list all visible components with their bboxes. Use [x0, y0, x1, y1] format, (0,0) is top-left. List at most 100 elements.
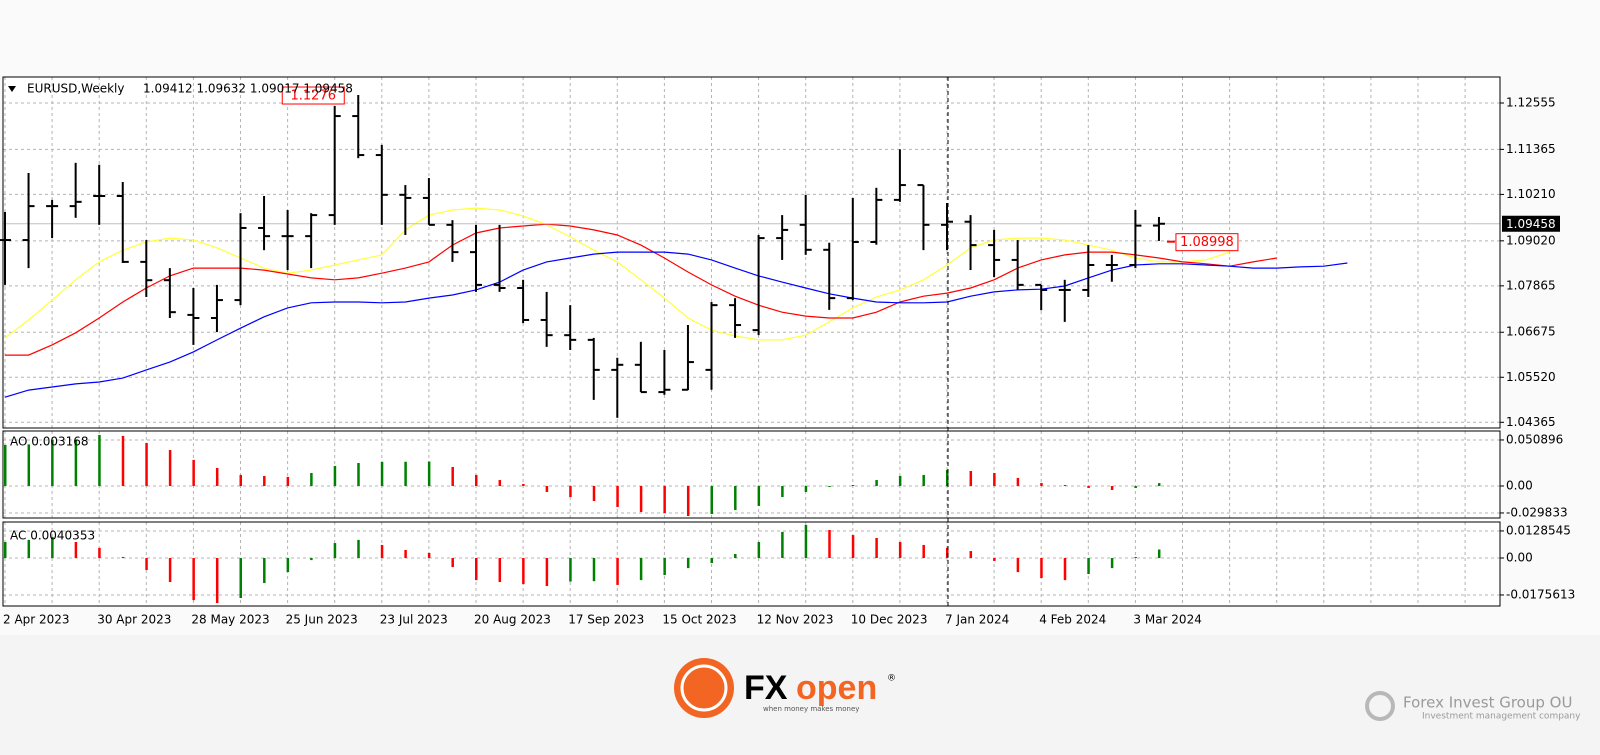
histogram-bar	[686, 558, 690, 569]
histogram-bar	[734, 485, 737, 511]
histogram-bar	[51, 536, 54, 558]
histogram-bar	[993, 558, 996, 561]
company-sub: Investment management company	[1422, 712, 1581, 722]
ao-pane-frame	[2, 430, 1501, 519]
high-label-box	[281, 86, 345, 105]
histogram-bar	[875, 480, 878, 486]
histogram-bar	[4, 444, 7, 486]
y-tick-label: 1.05520	[1506, 370, 1556, 384]
histogram-bar	[1040, 558, 1043, 578]
dropdown-icon[interactable]	[8, 86, 16, 92]
histogram-bar	[498, 480, 502, 486]
last-price-label: 1.09458	[1506, 217, 1556, 231]
histogram-bar	[898, 542, 902, 558]
histogram-bar	[451, 466, 454, 486]
histogram-bar	[851, 535, 855, 558]
histogram-bar	[121, 556, 125, 558]
histogram-bar	[522, 483, 525, 486]
histogram-bar	[286, 476, 290, 486]
histogram-bar	[663, 558, 666, 576]
histogram-bar	[639, 558, 643, 581]
histogram-bar	[922, 544, 925, 558]
histogram-bar	[1157, 483, 1161, 486]
histogram-bar	[451, 558, 454, 568]
y-tick-label: -0.029833	[1506, 505, 1568, 519]
histogram-bar	[545, 485, 549, 492]
histogram-bar	[192, 558, 195, 601]
registered: ®	[887, 674, 896, 684]
histogram-bar	[781, 485, 784, 498]
y-tick-label: 0.00	[1506, 551, 1533, 565]
header-values: 1.09412 1.09632 1.09017 1.09458	[143, 82, 353, 96]
y-tick-label: 1.12555	[1506, 96, 1556, 110]
fxopen-logo: FX open ® when money makes money	[674, 658, 896, 718]
x-tick-label: 25 Jun 2023	[286, 613, 358, 627]
ac-pane-frame	[2, 521, 1501, 607]
histogram-bar	[168, 449, 172, 486]
histogram-bar	[380, 461, 384, 486]
histogram-bar	[875, 538, 878, 558]
last-price-box	[1502, 215, 1560, 232]
histogram-bar	[427, 552, 431, 558]
company-name: Forex Invest Group OU	[1403, 694, 1572, 712]
tagline: when money makes money	[763, 705, 859, 713]
histogram-bar	[828, 485, 831, 487]
histogram-bar	[1063, 558, 1067, 581]
histogram-bar	[639, 485, 643, 513]
y-tick-label: 1.11365	[1506, 142, 1556, 156]
histogram-bar	[74, 542, 78, 558]
histogram-bar	[710, 558, 713, 564]
x-tick-label: 10 Dec 2023	[851, 613, 928, 627]
histogram-bar	[828, 530, 831, 558]
histogram-bar	[239, 558, 242, 598]
histogram-bar	[1063, 484, 1067, 486]
histogram-bar	[310, 472, 313, 486]
indicator-line	[4, 251, 1348, 398]
histogram-bar	[946, 547, 949, 558]
y-tick-label: 1.06675	[1506, 325, 1556, 339]
ao-title: AO 0.003168	[10, 435, 89, 449]
histogram-bar	[404, 461, 407, 486]
x-tick-label: 12 Nov 2023	[757, 613, 834, 627]
histogram-bar	[993, 472, 996, 486]
histogram-bar	[286, 558, 290, 573]
histogram-bar	[1040, 483, 1043, 486]
histogram-bar	[522, 558, 525, 585]
histogram-bar	[215, 467, 219, 486]
y-tick-label: 0.00	[1506, 478, 1533, 492]
histogram-bar	[263, 558, 266, 584]
histogram-bar	[51, 439, 54, 486]
histogram-bar	[946, 469, 949, 486]
histogram-bar	[616, 485, 619, 507]
histogram-bar	[239, 474, 242, 486]
histogram-bar	[310, 558, 313, 561]
x-tick-label: 15 Oct 2023	[662, 613, 736, 627]
histogram-bar	[98, 547, 101, 558]
x-tick-label: 23 Jul 2023	[380, 613, 448, 627]
histogram-bar	[686, 485, 690, 517]
y-tick-label: 0.0128545	[1506, 523, 1571, 537]
histogram-bar	[569, 558, 572, 582]
histogram-bar	[475, 474, 478, 486]
histogram-bar	[663, 485, 666, 514]
chart-title: EURUSD,Weekly	[27, 82, 124, 96]
y-tick-label: 1.07865	[1506, 278, 1556, 292]
histogram-bar	[192, 459, 195, 486]
ac-title: AC 0.0040353	[10, 529, 95, 543]
histogram-bar	[121, 435, 125, 486]
histogram-bar	[145, 558, 148, 570]
indicator-line	[5, 223, 1277, 356]
histogram-bar	[781, 531, 784, 558]
histogram-bar	[851, 484, 855, 486]
histogram-bar	[592, 558, 596, 582]
x-tick-label: 17 Sep 2023	[568, 613, 644, 627]
histogram-bar	[592, 485, 596, 501]
histogram-bar	[427, 461, 431, 486]
histogram-bar	[804, 485, 808, 492]
y-tick-label: 0.050896	[1506, 432, 1563, 446]
histogram-bar	[4, 542, 7, 558]
indicator-line	[4, 207, 1230, 341]
histogram-bar	[734, 554, 737, 558]
x-tick-label: 4 Feb 2024	[1039, 613, 1106, 627]
